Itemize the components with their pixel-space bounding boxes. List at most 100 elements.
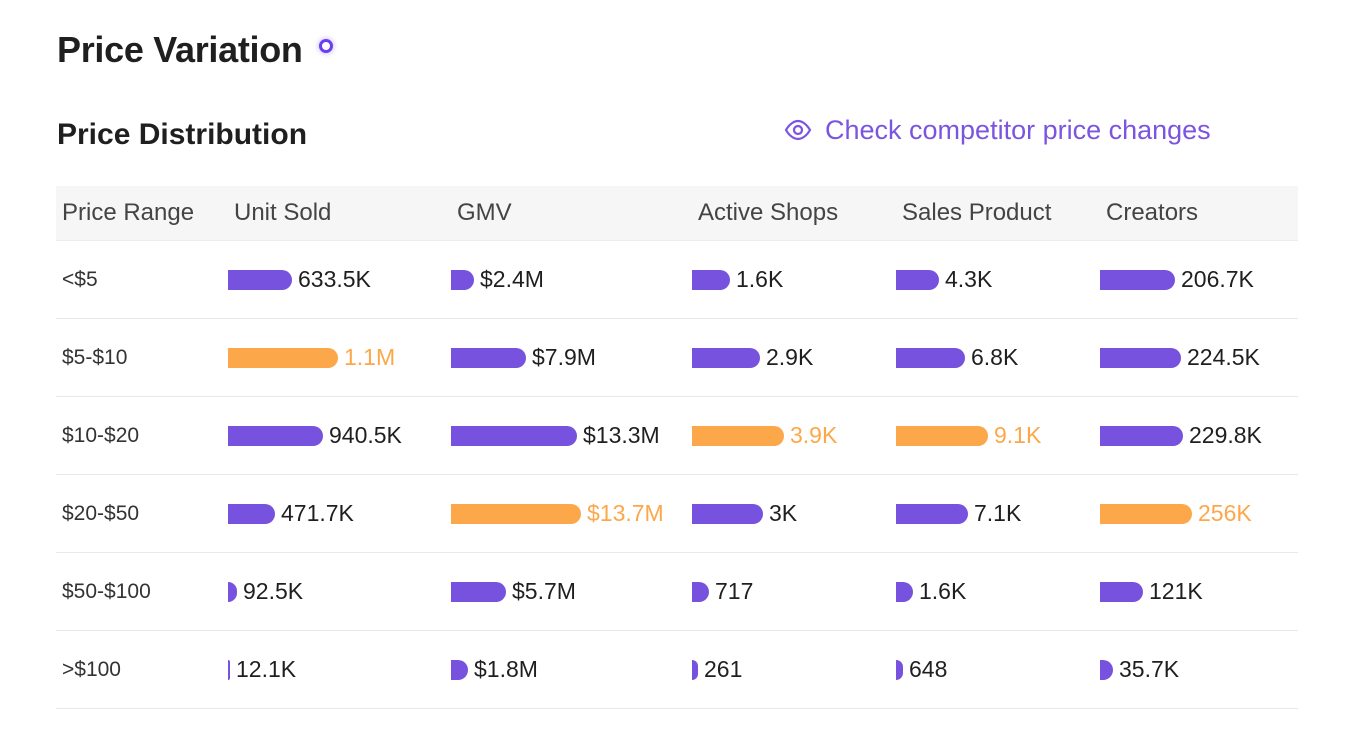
unit-sold-cell: 940.5K	[228, 397, 451, 474]
table-row: $10-$20 940.5K $13.3M 3.9K 9.1K 229.8K	[56, 397, 1298, 475]
gmv-bar	[451, 269, 474, 290]
unit-sold-value: 1.1M	[344, 344, 396, 370]
creators-value: 206.7K	[1181, 266, 1254, 292]
active-shops-cell: 717	[692, 553, 896, 630]
gmv-value: $5.7M	[512, 578, 576, 604]
active-shops-bar	[692, 269, 730, 290]
active-shops-bar	[692, 347, 760, 368]
sales-product-value: 4.3K	[945, 266, 993, 292]
gmv-value: $7.9M	[532, 344, 596, 370]
active-shops-value: 2.9K	[766, 344, 814, 370]
gmv-bar	[451, 347, 526, 368]
table-row: $50-$100 92.5K $5.7M 717 1.6K 121K	[56, 553, 1298, 631]
unit-sold-bar	[228, 659, 230, 680]
gmv-value: $13.3M	[583, 422, 660, 448]
gmv-bar	[451, 425, 577, 446]
gmv-value: $2.4M	[480, 266, 544, 292]
creators-bar	[1100, 347, 1181, 368]
column-header-gmv: GMV	[457, 199, 512, 226]
check-competitor-price-changes-link[interactable]: Check competitor price changes	[784, 113, 1211, 147]
sales-product-cell: 9.1K	[896, 397, 1100, 474]
creators-bar	[1100, 503, 1192, 524]
unit-sold-value: 12.1K	[236, 656, 297, 682]
active-shops-bar	[692, 659, 698, 680]
page-header: Price Variation	[57, 28, 333, 72]
creators-value: 256K	[1198, 500, 1252, 526]
price-range-cell: $5-$10	[62, 345, 128, 369]
active-shops-bar	[692, 425, 784, 446]
active-shops-cell: 3K	[692, 475, 896, 552]
gmv-cell: $13.7M	[451, 475, 692, 552]
unit-sold-value: 940.5K	[329, 422, 402, 448]
sales-product-cell: 7.1K	[896, 475, 1100, 552]
unit-sold-cell: 12.1K	[228, 631, 451, 708]
page-title: Price Variation	[57, 29, 303, 70]
creators-cell: 229.8K	[1100, 397, 1298, 474]
creators-bar	[1100, 659, 1113, 680]
gmv-cell: $5.7M	[451, 553, 692, 630]
sales-product-cell: 6.8K	[896, 319, 1100, 396]
table-row: $5-$10 1.1M $7.9M 2.9K 6.8K 224.5K	[56, 319, 1298, 397]
sales-product-value: 6.8K	[971, 344, 1019, 370]
column-header-creators: Creators	[1106, 199, 1199, 226]
table-row: <$5 633.5K $2.4M 1.6K 4.3K 206.7K	[56, 241, 1298, 319]
price-distribution-table: Price Range Unit Sold GMV Active Shops S…	[56, 186, 1298, 709]
unit-sold-cell: 633.5K	[228, 241, 451, 318]
creators-value: 121K	[1149, 578, 1203, 604]
sales-product-value: 7.1K	[974, 500, 1022, 526]
sales-product-value: 9.1K	[994, 422, 1042, 448]
column-header-unit-sold: Unit Sold	[234, 199, 332, 226]
sales-product-value: 648	[909, 656, 948, 682]
creators-cell: 121K	[1100, 553, 1298, 630]
creators-cell: 256K	[1100, 475, 1298, 552]
creators-cell: 224.5K	[1100, 319, 1298, 396]
active-shops-value: 1.6K	[736, 266, 784, 292]
sales-product-bar	[896, 659, 903, 680]
unit-sold-value: 471.7K	[281, 500, 354, 526]
unit-sold-cell: 92.5K	[228, 553, 451, 630]
price-range-cell: <$5	[62, 267, 98, 291]
gmv-bar	[451, 581, 506, 602]
column-header-sales-product: Sales Product	[902, 199, 1052, 226]
sales-product-cell: 1.6K	[896, 553, 1100, 630]
gmv-value: $1.8M	[474, 656, 538, 682]
gmv-bar	[451, 659, 468, 680]
active-shops-value: 717	[715, 578, 754, 604]
sales-product-cell: 648	[896, 631, 1100, 708]
active-shops-value: 3K	[769, 500, 798, 526]
active-shops-bar	[692, 581, 709, 602]
gmv-bar	[451, 503, 581, 524]
unit-sold-bar	[228, 581, 237, 602]
creators-bar	[1100, 425, 1183, 446]
unit-sold-bar	[228, 269, 292, 290]
active-shops-value: 3.9K	[790, 422, 838, 448]
price-range-cell: $50-$100	[62, 579, 151, 603]
gmv-cell: $1.8M	[451, 631, 692, 708]
price-range-cell: >$100	[62, 657, 121, 681]
creators-bar	[1100, 581, 1143, 602]
competitor-link-label: Check competitor price changes	[825, 115, 1211, 145]
eye-icon	[784, 119, 812, 141]
creators-value: 35.7K	[1119, 656, 1180, 682]
sales-product-cell: 4.3K	[896, 241, 1100, 318]
gmv-cell: $2.4M	[451, 241, 692, 318]
column-header-active-shops: Active Shops	[698, 199, 839, 226]
creators-cell: 35.7K	[1100, 631, 1298, 708]
gmv-value: $13.7M	[587, 500, 664, 526]
column-header-price-range: Price Range	[62, 199, 195, 226]
creators-bar	[1100, 269, 1175, 290]
price-range-cell: $20-$50	[62, 501, 140, 525]
gmv-cell: $13.3M	[451, 397, 692, 474]
sales-product-bar	[896, 347, 965, 368]
unit-sold-cell: 471.7K	[228, 475, 451, 552]
active-shops-cell: 3.9K	[692, 397, 896, 474]
unit-sold-value: 633.5K	[298, 266, 371, 292]
sales-product-value: 1.6K	[919, 578, 967, 604]
table-header: Price Range Unit Sold GMV Active Shops S…	[56, 186, 1298, 241]
creators-cell: 206.7K	[1100, 241, 1298, 318]
unit-sold-bar	[228, 425, 323, 446]
unit-sold-cell: 1.1M	[228, 319, 451, 396]
unit-sold-bar	[228, 503, 275, 524]
info-icon[interactable]	[318, 39, 333, 53]
sales-product-bar	[896, 269, 939, 290]
